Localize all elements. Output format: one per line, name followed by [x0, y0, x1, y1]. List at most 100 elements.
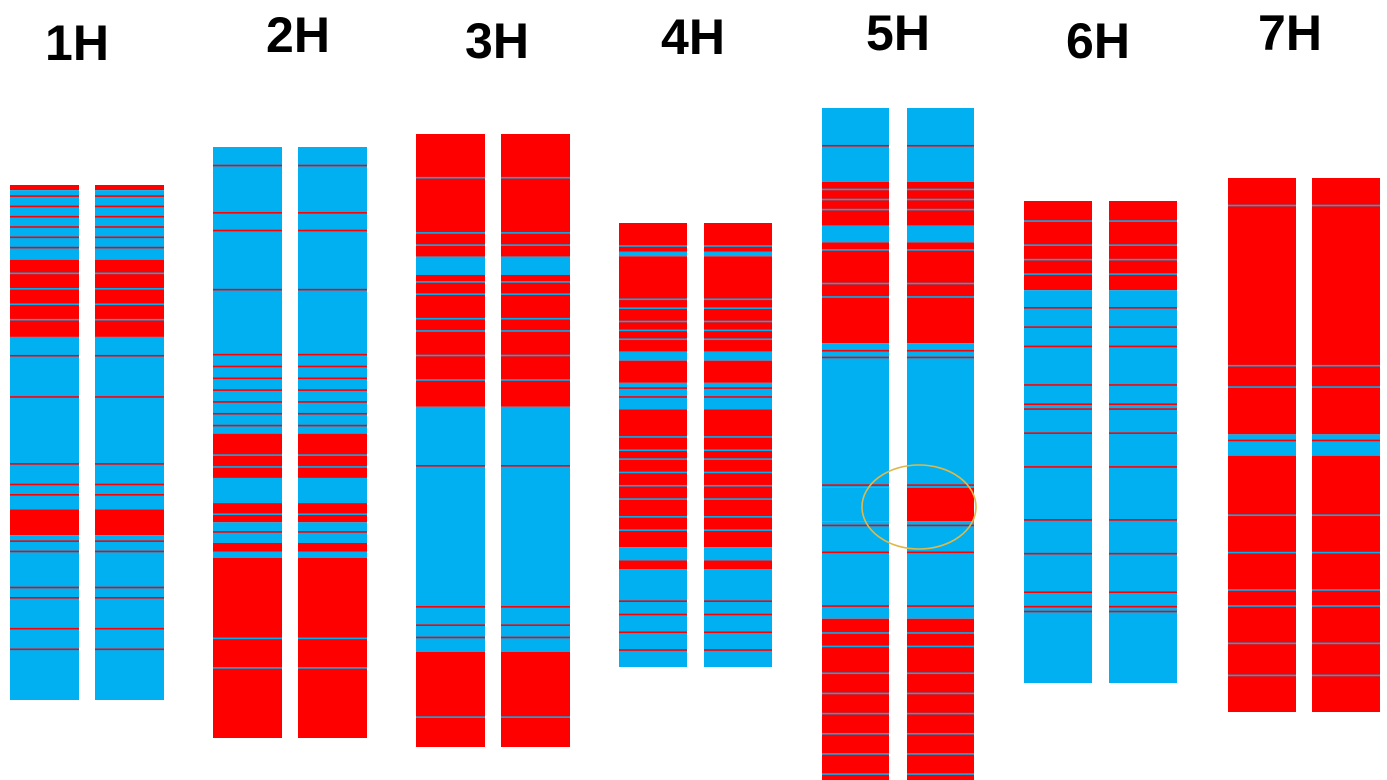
segment-blue [619, 547, 687, 561]
marker-line [1312, 514, 1380, 517]
marker-line [907, 282, 974, 285]
marker-line [619, 396, 687, 398]
marker-line [619, 498, 687, 500]
marker-line [907, 551, 974, 554]
marker-line [907, 296, 974, 298]
marker-line [619, 338, 687, 341]
marker-line [416, 716, 485, 718]
marker-line [95, 627, 164, 630]
marker-line [213, 229, 282, 232]
segment-blue [704, 351, 772, 361]
marker-line [822, 692, 889, 695]
marker-line [1024, 220, 1092, 222]
marker-line [822, 712, 889, 715]
marker-line [95, 463, 164, 465]
marker-line [619, 320, 687, 323]
segment-red [907, 181, 974, 226]
marker-line [1312, 642, 1380, 645]
marker-line [619, 613, 687, 616]
marker-line [704, 329, 772, 332]
chromosome-2h-bar-1 [213, 147, 282, 738]
segment-red [1312, 178, 1380, 435]
segment-red [213, 501, 282, 523]
marker-line [501, 176, 570, 179]
marker-line [298, 424, 367, 427]
marker-line [822, 188, 889, 191]
marker-line [1109, 244, 1177, 246]
marker-line [501, 606, 570, 608]
marker-line [10, 205, 79, 208]
marker-line [10, 288, 79, 290]
marker-line [501, 330, 570, 332]
chromosome-5h-bar-2 [907, 108, 974, 780]
marker-line [213, 424, 282, 427]
marker-line [1109, 345, 1177, 348]
marker-line [1228, 514, 1296, 517]
marker-line [416, 379, 485, 381]
marker-line [704, 600, 772, 602]
marker-line [619, 245, 687, 247]
marker-line [298, 288, 367, 291]
segment-blue [822, 521, 889, 619]
segment-blue [704, 382, 772, 410]
marker-line [416, 465, 485, 467]
segment-red [907, 618, 974, 780]
marker-line [10, 215, 79, 218]
marker-line [704, 516, 772, 518]
marker-line [1228, 551, 1296, 554]
marker-line [1024, 408, 1092, 410]
marker-line [501, 636, 570, 639]
segment-blue [10, 190, 79, 260]
chromosome-label-4h: 4H [661, 9, 725, 65]
marker-line [1228, 642, 1296, 645]
marker-line [1024, 432, 1092, 434]
marker-line [501, 379, 570, 381]
marker-line [416, 317, 485, 320]
segment-red [501, 651, 570, 747]
segment-red [1312, 455, 1380, 712]
marker-line [10, 318, 79, 321]
chromosome-1h-bar-2 [95, 185, 164, 700]
marker-line [1024, 403, 1092, 406]
marker-line [10, 303, 79, 306]
marker-line [907, 249, 974, 251]
marker-line [501, 624, 570, 626]
marker-line [416, 293, 485, 295]
marker-line [907, 356, 974, 359]
segment-red [907, 487, 974, 522]
marker-line [619, 471, 687, 474]
segment-blue [704, 251, 772, 257]
marker-line [95, 597, 164, 599]
segment-blue [1228, 434, 1296, 456]
segment-blue [213, 477, 282, 502]
segment-blue [907, 225, 974, 243]
segment-red [95, 185, 164, 191]
marker-line [501, 716, 570, 718]
marker-line [822, 732, 889, 735]
marker-line [416, 636, 485, 639]
marker-line [1228, 364, 1296, 367]
marker-line [619, 436, 687, 438]
segment-blue [704, 547, 772, 561]
chromosome-label-7h: 7H [1258, 5, 1322, 61]
marker-line [822, 296, 889, 298]
marker-line [704, 631, 772, 634]
segment-red [416, 651, 485, 747]
segment-red [213, 557, 282, 738]
marker-line [1024, 466, 1092, 468]
marker-line [213, 212, 282, 214]
segment-blue [501, 256, 570, 275]
chromosome-4h-bar-1 [619, 223, 687, 667]
chromosome-6h-bar-1 [1024, 201, 1092, 683]
segment-red [95, 509, 164, 536]
segment-red [822, 618, 889, 780]
segment-red [704, 256, 772, 352]
marker-line [501, 465, 570, 467]
segment-blue [416, 256, 485, 275]
marker-line [822, 282, 889, 285]
marker-line [1228, 589, 1296, 591]
marker-line [298, 401, 367, 403]
marker-line [298, 454, 367, 456]
marker-line [10, 236, 79, 239]
